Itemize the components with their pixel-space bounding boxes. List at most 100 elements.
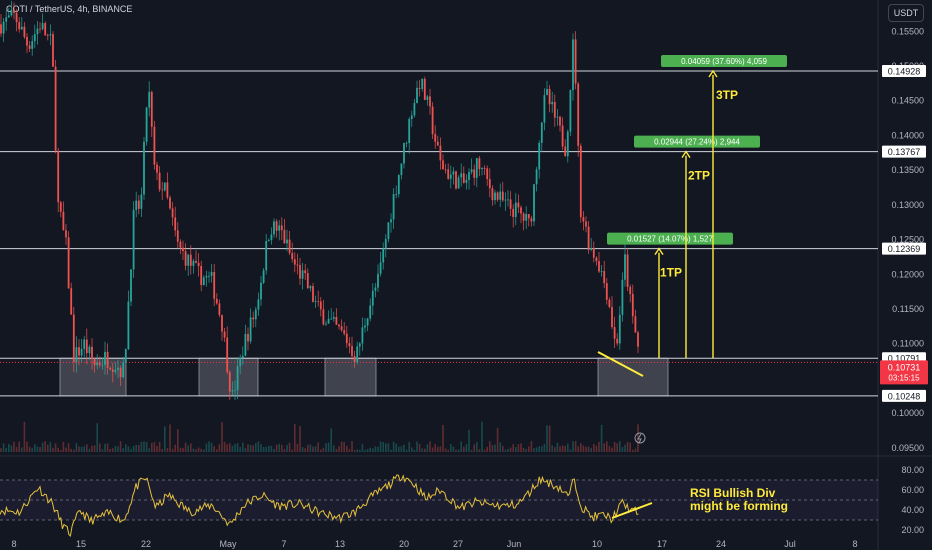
candle-body bbox=[522, 213, 525, 221]
candle-body bbox=[2, 21, 5, 34]
volume-bar bbox=[192, 448, 195, 452]
rsi-tick-label: 20.00 bbox=[901, 525, 924, 535]
volume-bar bbox=[580, 443, 582, 452]
volume-bar bbox=[158, 441, 161, 452]
candle-body bbox=[413, 103, 416, 116]
volume-bar bbox=[182, 447, 184, 452]
volume-bar bbox=[208, 441, 210, 452]
volume-bar bbox=[270, 445, 273, 452]
candle-body bbox=[387, 222, 390, 240]
volume-bar bbox=[535, 447, 538, 452]
candle-body bbox=[553, 102, 556, 118]
price-tick-label: 0.14000 bbox=[891, 130, 924, 140]
candle-body bbox=[98, 362, 101, 366]
volume-bar bbox=[338, 446, 340, 452]
volume-bar bbox=[460, 441, 462, 452]
candle-body bbox=[527, 214, 530, 219]
candle-body bbox=[148, 91, 151, 108]
volume-bar bbox=[138, 444, 140, 452]
volume-bar bbox=[470, 449, 473, 452]
candle-body bbox=[153, 126, 156, 165]
volume-bar bbox=[494, 444, 496, 452]
volume-bar bbox=[400, 446, 403, 452]
candle-body bbox=[564, 146, 567, 157]
candle-body bbox=[257, 299, 260, 310]
candle-body bbox=[405, 142, 408, 144]
candle-body bbox=[468, 172, 470, 180]
volume-bar bbox=[44, 441, 46, 452]
candle-body bbox=[44, 23, 47, 36]
volume-bar bbox=[112, 448, 114, 452]
volume-bar bbox=[252, 445, 254, 452]
volume-bar bbox=[294, 423, 296, 452]
lightning-icon bbox=[634, 432, 646, 444]
volume-bar bbox=[34, 444, 36, 452]
volume-bar bbox=[135, 444, 137, 452]
candle-body bbox=[96, 362, 99, 366]
candle-body bbox=[210, 272, 213, 276]
candle-body bbox=[249, 317, 252, 342]
candle-body bbox=[408, 119, 411, 143]
volume-bar bbox=[593, 443, 595, 452]
candle-body bbox=[322, 309, 325, 325]
volume-bar bbox=[517, 444, 520, 452]
support-zone-box bbox=[198, 357, 259, 397]
volume-bar bbox=[242, 442, 244, 452]
candle-body bbox=[548, 88, 551, 105]
candle-body bbox=[278, 225, 281, 231]
volume-bar bbox=[2, 443, 5, 452]
volume-bar bbox=[307, 444, 309, 452]
candle-body bbox=[582, 217, 585, 222]
volume-bar bbox=[522, 448, 525, 452]
volume-bar bbox=[275, 444, 278, 452]
volume-bar bbox=[624, 444, 626, 452]
volume-bar bbox=[379, 441, 382, 452]
candle-body bbox=[392, 194, 395, 220]
candle-body bbox=[520, 207, 522, 214]
volume-bar bbox=[236, 443, 239, 452]
volume-bar bbox=[603, 443, 605, 452]
measure-tag-text: 0.04059 (37.60%) 4,059 bbox=[681, 57, 767, 66]
candle-body bbox=[127, 301, 130, 350]
rsi-tick-label: 80.00 bbox=[901, 465, 924, 475]
volume-bar bbox=[564, 445, 566, 452]
volume-bar bbox=[5, 447, 7, 452]
lightning-icon-ring bbox=[634, 432, 646, 444]
candle-body bbox=[111, 369, 114, 372]
candle-body bbox=[20, 26, 23, 30]
volume-bar bbox=[200, 448, 202, 452]
candle-body bbox=[182, 247, 184, 252]
volume-bar bbox=[434, 443, 436, 452]
volume-bar bbox=[538, 446, 540, 452]
candle-body bbox=[93, 359, 96, 366]
current-price-tag bbox=[880, 360, 928, 385]
candle-body bbox=[598, 261, 600, 272]
price-level-tag bbox=[882, 389, 926, 402]
currency-button[interactable]: USDT bbox=[888, 4, 924, 22]
candle-body bbox=[145, 107, 148, 142]
volume-bar bbox=[504, 449, 507, 452]
price-level-label: 0.14928 bbox=[888, 66, 921, 76]
candle-body bbox=[421, 78, 424, 89]
candle-body bbox=[592, 247, 595, 258]
candle-body bbox=[49, 34, 52, 36]
candle-body bbox=[299, 265, 301, 279]
volume-bar bbox=[486, 446, 488, 452]
volume-bar bbox=[0, 448, 2, 452]
volume-bar bbox=[442, 424, 444, 452]
volume-bar bbox=[452, 446, 455, 452]
volume-bar bbox=[359, 449, 361, 452]
time-tick-label: 8 bbox=[852, 539, 857, 549]
time-tick-label: 22 bbox=[141, 539, 151, 549]
volume-bar bbox=[582, 445, 585, 452]
candle-body bbox=[187, 254, 190, 266]
candle-body bbox=[509, 199, 512, 209]
time-tick-label: 20 bbox=[399, 539, 409, 549]
candle-body bbox=[616, 338, 619, 344]
candle-body bbox=[382, 248, 385, 263]
volume-bar bbox=[36, 446, 39, 452]
volume-bar bbox=[145, 442, 148, 452]
volume-bar bbox=[369, 447, 371, 452]
support-zone-box bbox=[59, 357, 127, 397]
